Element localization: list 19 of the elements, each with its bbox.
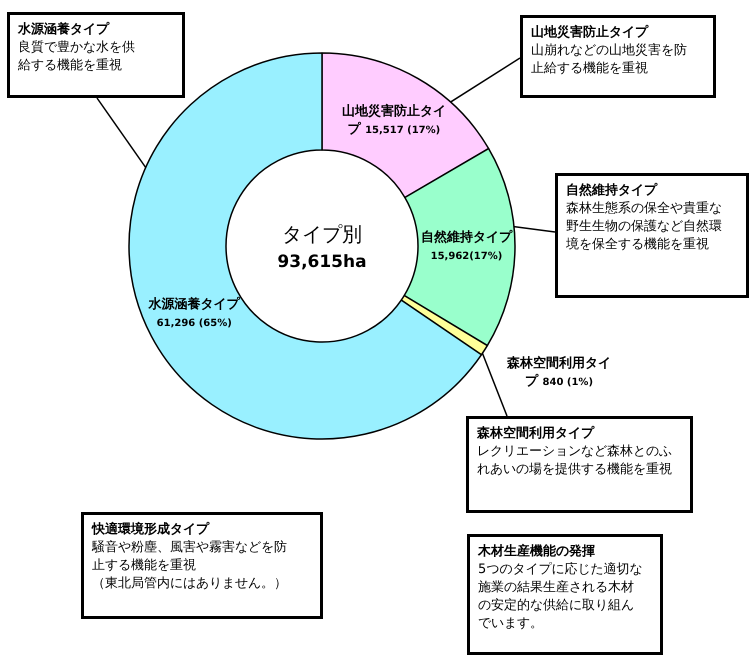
annotation: 山地災害防止タイプ [531,24,650,42]
slice-label: 自然維持タイプ 15,962(17%) [420,228,514,264]
annotation: 5つのタイプに応じた適切な施業の結果生産される木材の安定的な供給に取り組んでいます。 [478,561,644,633]
slice-label: 水源涵養タイプ 61,296 (65%) [147,296,242,331]
annotation: レクリエーションなど森林とのふれあいの場を提供する機能を重視 [477,443,673,479]
annotation: 水源涵養タイプ [18,21,111,39]
annotation: 騒音や粉塵、風害や霧害などを防止する機能を重視 [92,539,288,575]
slice-label: 山地災害防止タイプ 15,517 (17%) [340,102,447,139]
text: タイプ別 [282,222,362,246]
slice-label: 森林空間利用タイプ 840 (1%) [506,354,612,391]
annotation: 森林空間利用タイプ [477,425,596,443]
annotation: 自然維持タイプ [566,182,659,200]
annotation: （東北局管内にはありません。） [92,575,288,593]
text: 93,615ha [277,252,367,272]
annotation: 森林生態系の保全や貴重な野生生物の保護など自然環境を保全する機能を重視 [566,200,723,254]
annotation: 木材生産機能の発揮 [478,543,596,561]
annotation: 良質で豊かな水を供給する機能を重視 [18,39,136,75]
annotation: 山崩れなどの山地災害を防止給する機能を重視 [531,42,688,78]
annotation: 快適環境形成タイプ [92,521,211,539]
